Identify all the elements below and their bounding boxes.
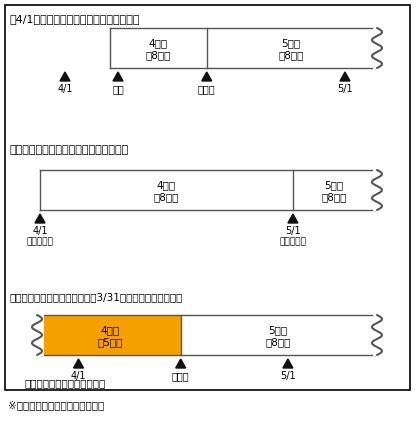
Text: （8％）: （8％） [321,192,347,202]
Polygon shape [283,359,293,368]
Text: 【低圧供給のお客さまの場合（3/31以前から継続使用）】: 【低圧供給のお客さまの場合（3/31以前から継続使用）】 [10,292,183,302]
Text: （8％）: （8％） [146,50,171,60]
Text: 新設: 新設 [112,84,124,94]
Text: 5月分: 5月分 [324,180,344,190]
Bar [373,314,388,356]
Polygon shape [113,72,123,81]
Bar [30,314,44,356]
Text: 4月分: 4月分 [157,180,176,190]
Text: 5/1: 5/1 [285,226,301,236]
Polygon shape [74,359,84,368]
Text: （8％）: （8％） [154,192,179,202]
Bar [110,28,207,68]
Text: 4/1: 4/1 [32,226,48,236]
Bar [207,28,375,68]
Bar [181,315,375,355]
Text: ・網掛け箇所が経過措置対象: ・網掛け箇所が経過措置対象 [25,378,106,388]
Text: （5％）: （5％） [98,337,123,347]
Bar [373,169,388,211]
Text: 5月分: 5月分 [268,325,287,335]
Text: 5/1: 5/1 [280,371,296,381]
Polygon shape [288,214,298,223]
Text: 【高圧以上で供給するお客さまの場合】: 【高圧以上で供給するお客さまの場合】 [10,145,129,155]
Text: 5/1: 5/1 [337,84,353,94]
Text: 4/1: 4/1 [71,371,86,381]
Text: ※（　）内は適用される消費税率: ※（ ）内は適用される消費税率 [8,400,104,410]
Text: 5月分: 5月分 [281,38,300,48]
Text: 検針日: 検針日 [198,84,215,94]
Text: （検針日）: （検針日） [280,237,306,246]
Bar [40,315,181,355]
Polygon shape [202,72,212,81]
Bar [293,170,375,210]
Bar [373,27,388,69]
Text: （8％）: （8％） [278,50,304,60]
Bar [5,5,410,390]
Text: 4月分: 4月分 [101,325,120,335]
Text: 4/1: 4/1 [57,84,73,94]
Polygon shape [176,359,186,368]
Text: 4月分: 4月分 [149,38,168,48]
Text: （検針日）: （検針日） [27,237,53,246]
Text: （8％）: （8％） [265,337,290,347]
Polygon shape [60,72,70,81]
Bar [40,170,293,210]
Text: 検針日: 検針日 [172,371,190,381]
Text: 、4/1以降、新たに使用を開始する場合】: 、4/1以降、新たに使用を開始する場合】 [10,14,141,24]
Polygon shape [35,214,45,223]
Polygon shape [340,72,350,81]
